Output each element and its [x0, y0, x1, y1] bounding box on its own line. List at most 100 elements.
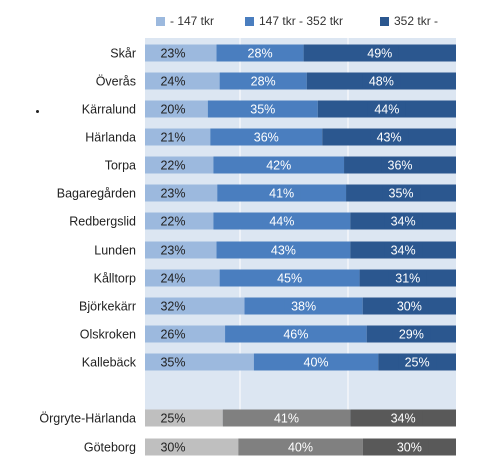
data-label: 35%	[250, 103, 275, 117]
data-label: 38%	[291, 300, 316, 314]
legend: - 147 tkr 147 tkr - 352 tkr 352 tkr -	[150, 14, 470, 34]
legend-label-mid: 147 tkr - 352 tkr	[259, 14, 344, 28]
data-label-box	[281, 439, 320, 455]
data-label-box	[398, 354, 437, 370]
legend-swatch-high	[380, 16, 389, 26]
category-label: Kärralund	[82, 103, 136, 117]
category-label: Bagaregården	[57, 187, 136, 201]
category-label: Torpa	[105, 159, 136, 173]
data-label: 42%	[266, 159, 291, 173]
category-label: Redbergslid	[69, 215, 136, 229]
data-label-box	[154, 326, 192, 342]
legend-label-high: 352 tkr -	[394, 14, 439, 28]
data-label: 40%	[288, 441, 313, 455]
data-label: 23%	[160, 244, 185, 258]
data-label: 29%	[399, 328, 424, 342]
data-label: 21%	[160, 131, 185, 145]
data-label: 28%	[251, 75, 276, 89]
category-label: Örgryte-Härlanda	[39, 412, 136, 426]
data-label-box	[367, 101, 406, 117]
data-label: 34%	[391, 244, 416, 258]
data-label-box	[382, 185, 421, 201]
data-label: 28%	[248, 47, 273, 61]
data-label-box	[154, 439, 192, 455]
legend-item-low: - 147 tkr	[156, 14, 214, 28]
data-label: 36%	[388, 159, 413, 173]
data-label: 30%	[397, 441, 422, 455]
data-label-box	[154, 213, 192, 229]
category-label: Kallebäck	[82, 356, 137, 370]
data-label-box	[284, 298, 323, 314]
data-label-box	[244, 73, 283, 89]
data-label-box	[392, 326, 431, 342]
category-label: Härlanda	[85, 131, 136, 145]
data-label: 43%	[271, 244, 296, 258]
data-label: 31%	[395, 272, 420, 286]
data-label-box	[262, 185, 301, 201]
data-label-box	[384, 410, 423, 426]
data-label-box	[384, 242, 423, 258]
data-label: 45%	[277, 272, 302, 286]
category-label: Kålltorp	[94, 272, 136, 286]
data-label-box	[154, 354, 192, 370]
data-label-box	[267, 410, 306, 426]
data-label: 22%	[160, 215, 185, 229]
data-label-box	[390, 439, 429, 455]
data-label: 24%	[160, 272, 185, 286]
data-label-box	[154, 185, 192, 201]
data-label: 46%	[283, 328, 308, 342]
data-label-box	[297, 354, 336, 370]
data-label-box	[360, 45, 399, 61]
data-label: 22%	[160, 159, 185, 173]
data-label: 44%	[374, 103, 399, 117]
data-label: 32%	[160, 300, 185, 314]
data-label-box	[154, 101, 192, 117]
category-label: Lunden	[94, 244, 136, 258]
data-label: 25%	[160, 412, 185, 426]
data-label-box	[154, 129, 192, 145]
data-label: 35%	[389, 187, 414, 201]
data-label-box	[154, 73, 192, 89]
data-label: 49%	[367, 47, 392, 61]
legend-swatch-mid	[245, 16, 254, 26]
data-label: 30%	[397, 300, 422, 314]
data-label: 40%	[304, 356, 329, 370]
data-label-box	[384, 213, 423, 229]
data-label: 20%	[160, 103, 185, 117]
data-label-box	[362, 73, 401, 89]
data-label-box	[241, 45, 280, 61]
data-label: 23%	[160, 47, 185, 61]
data-label-box	[262, 213, 301, 229]
data-label-box	[154, 410, 192, 426]
data-label: 26%	[160, 328, 185, 342]
legend-item-high: 352 tkr -	[380, 14, 438, 28]
data-label-box	[390, 298, 429, 314]
category-label: Göteborg	[84, 441, 136, 455]
data-label-box	[259, 157, 298, 173]
data-label-box	[370, 129, 409, 145]
data-label-box	[381, 157, 420, 173]
data-label-box	[264, 242, 303, 258]
category-label: Skår	[110, 47, 136, 61]
category-label: Olskroken	[80, 328, 136, 342]
data-label-box	[247, 129, 286, 145]
data-label-box	[243, 101, 282, 117]
data-label: 35%	[160, 356, 185, 370]
data-label: 44%	[269, 215, 294, 229]
data-label: 23%	[160, 187, 185, 201]
legend-swatch-low	[156, 16, 165, 26]
data-label: 34%	[391, 412, 416, 426]
stray-dot	[36, 110, 39, 113]
data-label-box	[276, 326, 315, 342]
category-label: Överås	[96, 75, 136, 89]
data-label: 24%	[160, 75, 185, 89]
legend-item-mid: 147 tkr - 352 tkr	[245, 14, 343, 28]
data-label: 41%	[274, 412, 299, 426]
data-label: 36%	[254, 131, 279, 145]
data-label-box	[388, 270, 427, 286]
category-label: Björkekärr	[79, 300, 136, 314]
data-label-box	[154, 157, 192, 173]
data-label: 48%	[369, 75, 394, 89]
